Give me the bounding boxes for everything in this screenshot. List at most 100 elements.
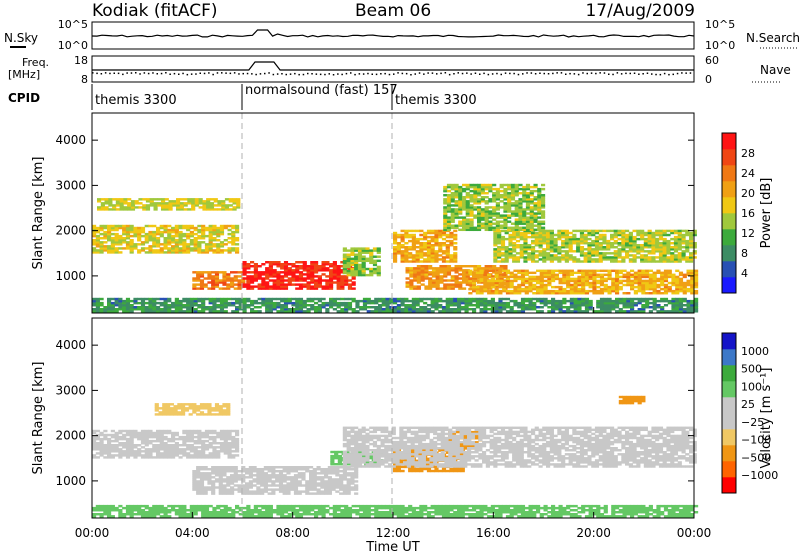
nave-dot	[212, 73, 214, 76]
heatmap-cell	[214, 275, 220, 278]
heatmap-cell	[473, 187, 478, 191]
heatmap-cell	[393, 301, 398, 305]
heatmap-cell	[522, 200, 527, 203]
heatmap-cell	[490, 283, 495, 287]
heatmap-cell	[231, 224, 236, 228]
heatmap-cell	[204, 435, 210, 439]
heatmap-cell	[329, 281, 334, 284]
heatmap-cell	[513, 277, 518, 281]
heatmap-cell	[230, 490, 235, 493]
heatmap-cell	[351, 287, 356, 290]
heatmap-cell	[246, 297, 251, 301]
heatmap-cell	[689, 244, 694, 247]
nsearch-tick-high: 10^5	[705, 18, 735, 31]
heatmap-cell	[199, 273, 205, 276]
heatmap-cell	[509, 283, 514, 287]
heatmap-cell	[532, 285, 537, 289]
heatmap-cell	[216, 247, 221, 250]
heatmap-cell	[351, 308, 356, 311]
heatmap-cell	[547, 299, 552, 303]
heatmap-cell	[483, 297, 488, 301]
heatmap-cell	[502, 281, 507, 285]
heatmap-cell	[92, 304, 97, 307]
heatmap-cell	[156, 249, 161, 252]
heatmap-cell	[171, 448, 176, 451]
heatmap-cell	[317, 308, 322, 311]
heatmap-cell	[488, 187, 493, 191]
heatmap-cell	[577, 269, 582, 273]
heatmap-cell	[92, 247, 97, 250]
heatmap-cell	[557, 235, 562, 239]
heatmap-cell	[144, 301, 149, 305]
heatmap-cell	[475, 301, 480, 305]
y-tick-label: 4000	[55, 133, 86, 147]
heatmap-cell	[400, 299, 405, 303]
heatmap-cell	[241, 279, 246, 282]
heatmap-cell	[477, 226, 482, 230]
heatmap-cell	[186, 245, 191, 248]
heatmap-cell	[206, 198, 211, 201]
heatmap-cell	[513, 273, 518, 277]
heatmap-cell	[493, 235, 498, 239]
heatmap-cell	[405, 277, 410, 280]
heatmap-cell	[218, 492, 223, 495]
heatmap-cell	[543, 304, 548, 307]
heatmap-cell	[164, 206, 169, 209]
heatmap-cell	[153, 198, 158, 201]
heatmap-cell	[671, 275, 676, 279]
heatmap-cell	[453, 308, 458, 311]
heatmap-cell	[690, 277, 695, 281]
heatmap-cell	[630, 304, 635, 307]
heatmap-cell	[159, 226, 164, 230]
nsky-line	[91, 29, 695, 38]
heatmap-cell	[454, 281, 459, 284]
heatmap-cell	[235, 437, 240, 441]
heatmap-cell	[218, 470, 223, 473]
heatmap-cell	[340, 285, 345, 288]
heatmap-cell	[641, 297, 646, 301]
heatmap-cell	[161, 198, 166, 201]
heatmap-cell	[671, 279, 676, 283]
heatmap-cell	[532, 301, 537, 305]
heatmap-cell	[694, 277, 699, 281]
heatmap-cell	[663, 279, 669, 283]
heatmap-cell	[434, 299, 439, 303]
heatmap-cell	[523, 231, 528, 235]
heatmap-cell	[125, 448, 131, 451]
heatmap-cell	[103, 234, 108, 238]
nave-dot	[276, 73, 279, 75]
heatmap-cell	[495, 226, 500, 230]
heatmap-cell	[182, 452, 187, 455]
heatmap-cell	[532, 271, 537, 275]
heatmap-cell	[694, 306, 699, 309]
heatmap-cell	[110, 226, 115, 230]
heatmap-cell	[104, 208, 109, 211]
heatmap-cell	[430, 250, 435, 253]
heatmap-cell	[573, 297, 578, 301]
heatmap-cell	[302, 299, 307, 303]
heatmap-cell	[507, 214, 512, 217]
heatmap-cell	[477, 269, 482, 272]
heatmap-cell	[222, 468, 227, 471]
heatmap-cell	[494, 287, 499, 291]
heatmap-cell	[652, 271, 657, 275]
heatmap-cell	[404, 242, 409, 245]
heatmap-cell	[310, 306, 315, 309]
heatmap-cell	[503, 208, 508, 211]
heatmap-cell	[637, 297, 642, 301]
heatmap-cell	[673, 258, 679, 261]
heatmap-cell	[469, 208, 474, 211]
heatmap-cell	[137, 301, 142, 305]
heatmap-cell	[242, 267, 247, 270]
heatmap-cell	[99, 228, 104, 232]
heatmap-cell	[162, 403, 167, 406]
heatmap-cell	[295, 279, 300, 282]
heatmap-cell	[158, 413, 163, 416]
heatmap-cell	[546, 229, 551, 233]
heatmap-cell	[223, 297, 228, 301]
heatmap-cell	[508, 244, 513, 247]
heatmap-cell	[268, 263, 273, 266]
heatmap-cell	[469, 228, 474, 232]
heatmap-cell	[354, 271, 359, 275]
heatmap-cell	[381, 304, 386, 307]
